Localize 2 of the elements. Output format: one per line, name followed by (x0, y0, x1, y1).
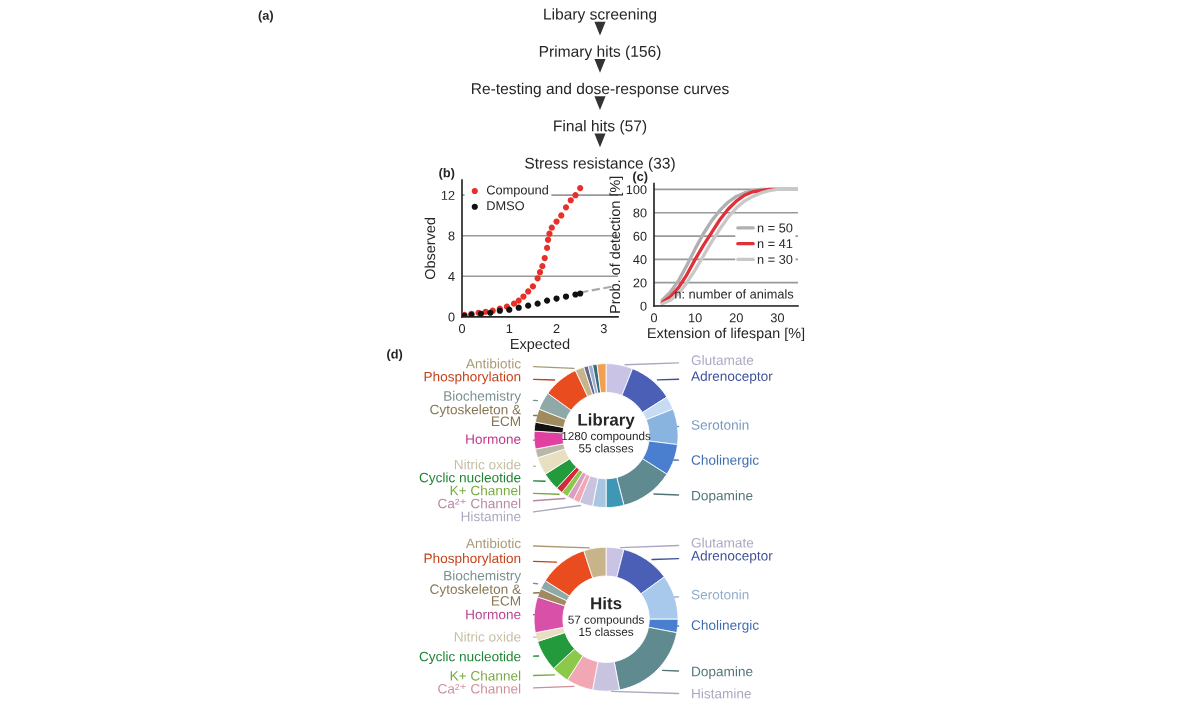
text: Hits (591, 596, 622, 610)
text: Library (578, 413, 635, 430)
